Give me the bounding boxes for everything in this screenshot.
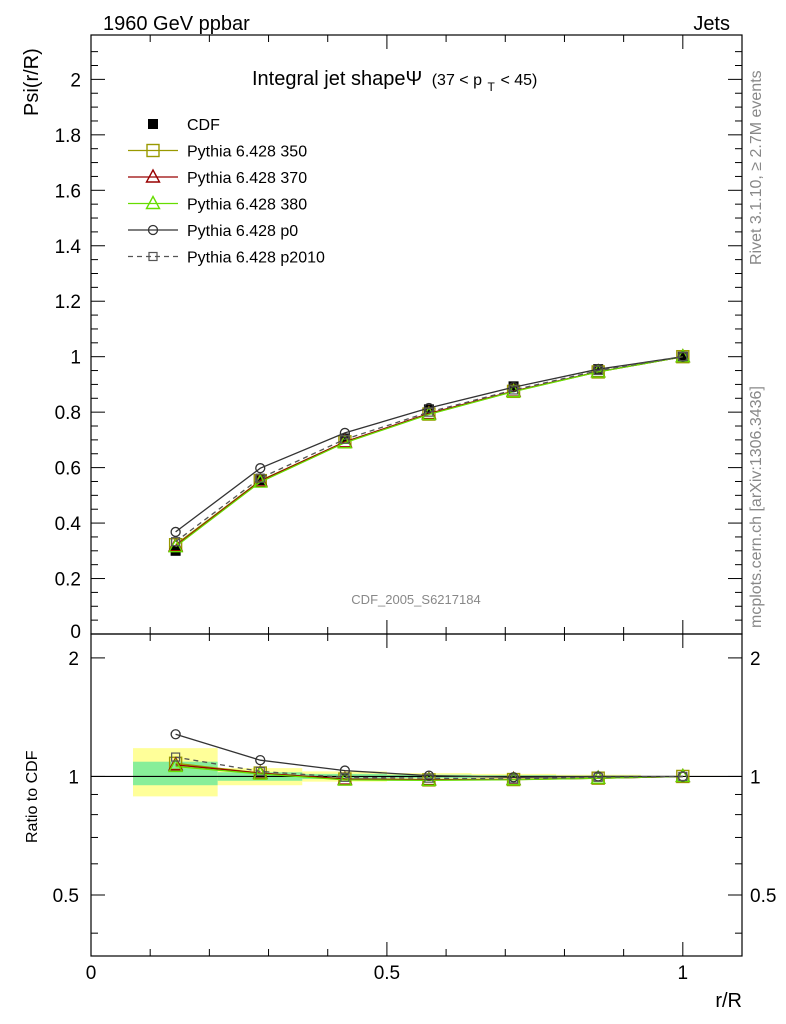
rivet-label: Rivet 3.1.10, ≥ 2.7M events [748,70,765,265]
main-ytick-label: 0.4 [55,514,82,535]
ratio-ylabel: Ratio to CDF [24,750,41,843]
ratio-point-4-2 [340,772,350,782]
ratio-point-4-6 [678,771,688,782]
main-ytick-label: 1.6 [55,181,81,202]
legend-label-5: Pythia 6.428 p2010 [187,250,325,267]
legend-label-3: Pythia 6.428 380 [187,197,307,214]
title-sub: T [488,80,496,94]
ratio-point-3-1 [255,755,266,766]
main-ylabel: Psi(r/R) [21,48,43,116]
legend-label-4: Pythia 6.428 p0 [187,223,298,240]
ratio-point-3-0 [170,729,181,740]
main-series-line-3 [175,356,683,548]
main-ytick-label: 0.6 [55,459,81,480]
main-series-line-5 [175,356,683,543]
main-ytick-zero: 0 [70,622,81,643]
ratio-point-1-0 [167,756,184,771]
main-ytick-label: 1 [70,348,81,369]
main-ytick-label: 1.2 [55,292,81,313]
main-point-3-2 [337,434,353,449]
main-point-5-4 [508,385,519,395]
main-point-5-0 [171,537,181,547]
main-point-4-2 [339,427,351,439]
x-tick-label: 0.5 [374,963,400,984]
x-tick-label: 0 [86,963,97,984]
main-series-line-4 [175,356,683,533]
ratio-point-4-1 [255,766,265,776]
title-suffix: (37 < p [432,72,482,89]
main-point-5-6 [678,352,688,362]
ratio-ytick-label-right: 2 [750,649,761,670]
header-right: Jets [693,13,730,35]
main-point-5-2 [340,434,350,444]
main-point-3-5 [590,363,606,378]
main-ytick-label: 0.2 [55,570,81,591]
title-end: < 45) [500,72,537,89]
legend-marker-0 [148,119,158,129]
main-ytick-label: 1.4 [55,237,82,258]
main-point-5-5 [593,365,603,376]
main-ytick-label: 1.8 [55,126,81,147]
main-title: Integral jet shapeΨ (37 < p T < 45) [252,68,537,96]
main-ytick-label: 0.8 [55,403,81,424]
ratio-point-4-4 [508,774,519,784]
mcplots-label: mcplots.cern.ch [arXiv:1306.3436] [748,386,765,628]
ratio-point-4-5 [593,772,603,782]
main-point-0-2 [339,433,350,444]
main-ytick-label: 2 [70,70,81,91]
ratio-point-2-2 [337,771,353,786]
main-point-4-1 [255,463,266,474]
legend: CDF Pythia 6.428 350 Pythia 6.428 370 Pythi… [128,117,325,267]
main-series-line-1 [175,356,683,546]
analysis-id: CDF_2005_S6217184 [351,592,480,607]
ratio-point-2-0 [167,758,184,773]
legend-label-1: Pythia 6.428 350 [187,144,307,161]
legend-marker-5 [148,251,158,262]
ratio-ytick-label-right: 0.5 [750,886,776,907]
ratio-ytick-label: 1 [68,767,79,788]
main-point-0-3 [423,404,434,415]
main-point-5-3 [424,407,434,417]
ratio-panel: 0.5 0.5 1 1 2 2 0 0.5 1 Ratio to CDF r/R [24,633,776,1012]
legend-label-2: Pythia 6.428 370 [187,170,307,187]
header-left: 1960 GeV ppbar [103,13,250,35]
main-series-line-2 [175,356,683,547]
legend-marker-4 [147,224,159,236]
ratio-point-2-1 [252,765,268,780]
x-tick-label: 1 [678,963,689,984]
ratio-ytick-label-right: 1 [750,767,761,788]
ratio-point-4-3 [424,773,434,783]
ratio-series-line-3 [175,733,683,778]
legend-marker-1 [146,143,160,158]
ratio-ytick-label: 0.5 [53,886,79,907]
main-point-4-0 [170,526,181,538]
legend-marker-3 [145,195,161,210]
ratio-series-line-4 [175,756,683,780]
legend-label-0: CDF [187,117,220,134]
main-point-5-1 [255,473,265,483]
title-main: Integral jet shapeΨ [252,68,422,90]
ratio-point-3-2 [339,765,351,776]
legend-marker-2 [145,168,161,183]
ratio-point-4-0 [171,752,181,762]
x-axis-label: r/R [715,990,742,1012]
main-panel: 0.2 0.4 0.6 0.8 1 1.2 1.4 1.6 1.8 2 0 Integral jet… [21,34,743,643]
ratio-frame [90,633,743,957]
ratio-stat-band [133,761,218,786]
ratio-ytick-label: 2 [68,649,79,670]
main-point-0-6 [677,351,688,362]
